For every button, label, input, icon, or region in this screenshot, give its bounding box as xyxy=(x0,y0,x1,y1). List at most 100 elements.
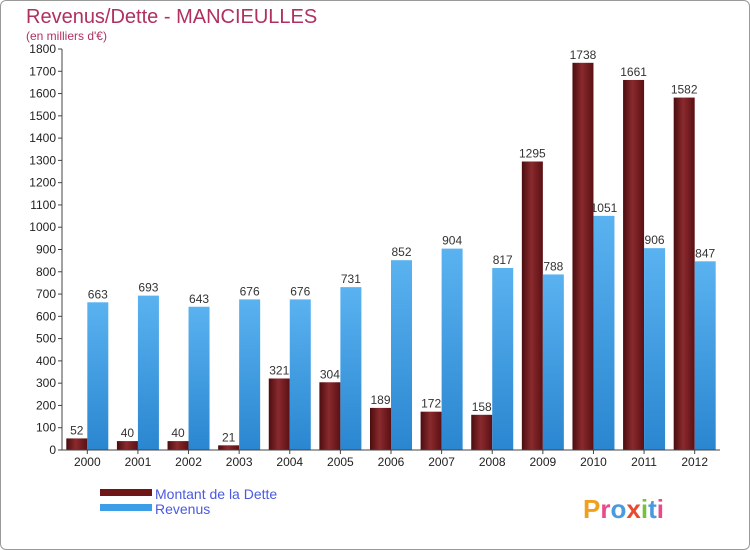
y-tick-label: 700 xyxy=(36,287,56,301)
bar-revenus xyxy=(239,299,261,450)
y-tick-label: 900 xyxy=(36,243,56,257)
y-tick-label: 600 xyxy=(36,309,56,323)
x-tick-label: 2000 xyxy=(74,455,101,469)
y-tick-label: 1400 xyxy=(29,131,56,145)
bar-dette xyxy=(420,411,442,450)
logo-letter: P xyxy=(583,494,600,524)
data-label: 676 xyxy=(240,284,260,298)
data-label: 904 xyxy=(442,234,462,248)
x-tick-label: 2006 xyxy=(378,455,405,469)
data-label: 663 xyxy=(88,287,108,301)
y-tick-label: 500 xyxy=(36,332,56,346)
data-label: 1051 xyxy=(591,201,618,215)
data-label: 321 xyxy=(269,363,289,377)
x-tick-label: 2003 xyxy=(226,455,253,469)
bars: 52 663 40 693 40 643 21 676 321 676 304 731 189 852 17… xyxy=(66,48,716,450)
logo-letter: x xyxy=(626,494,641,524)
bar-dette xyxy=(116,441,138,450)
data-label: 1738 xyxy=(570,48,597,62)
bar-revenus xyxy=(87,302,109,450)
bar-revenus xyxy=(137,295,159,450)
bar-dette xyxy=(673,97,695,450)
data-label: 172 xyxy=(421,397,441,411)
bar-revenus xyxy=(492,267,514,450)
bar-dette xyxy=(370,407,391,450)
chart-subtitle: (en milliers d'€) xyxy=(26,29,107,43)
y-tick-label: 800 xyxy=(36,265,56,279)
data-label: 731 xyxy=(341,272,361,286)
x-axis: 2000 2001 2002 2003 2004 2005 2006 2007 2008 2009… xyxy=(62,449,720,469)
bar-revenus xyxy=(391,260,412,450)
x-tick-label: 2010 xyxy=(580,455,607,469)
y-tick-label: 1300 xyxy=(29,153,56,167)
y-tick-label: 1800 xyxy=(29,42,56,56)
bar-dette xyxy=(471,414,493,450)
logo-letter: o xyxy=(610,494,626,524)
logo-text: Proxiti xyxy=(583,494,664,524)
y-tick-label: 100 xyxy=(36,421,56,435)
data-label: 1661 xyxy=(620,65,647,79)
data-label: 852 xyxy=(391,245,411,259)
bar-revenus xyxy=(644,248,666,450)
bar-dette xyxy=(218,445,240,450)
data-label: 817 xyxy=(493,253,513,267)
bar-dette xyxy=(167,441,189,450)
bar-dette xyxy=(268,378,290,450)
bar-dette xyxy=(623,79,645,450)
bar-revenus xyxy=(593,215,615,450)
x-tick-label: 2012 xyxy=(681,455,708,469)
logo-letter: r xyxy=(600,494,610,524)
y-tick-label: 1500 xyxy=(29,109,56,123)
x-tick-label: 2009 xyxy=(529,455,556,469)
data-label: 189 xyxy=(370,393,390,407)
bar-dette xyxy=(319,382,341,450)
data-label: 21 xyxy=(222,430,236,444)
x-tick-label: 2002 xyxy=(175,455,202,469)
legend-swatch-revenus xyxy=(100,504,152,511)
chart-title: Revenus/Dette - MANCIEULLES xyxy=(26,6,317,28)
y-tick-label: 200 xyxy=(36,398,56,412)
x-tick-label: 2005 xyxy=(327,455,354,469)
data-label: 847 xyxy=(695,246,715,260)
x-tick-label: 2007 xyxy=(428,455,455,469)
data-label: 40 xyxy=(171,426,185,440)
data-label: 304 xyxy=(320,367,340,381)
x-tick-label: 2004 xyxy=(276,455,303,469)
data-label: 52 xyxy=(70,423,84,437)
y-tick-label: 1200 xyxy=(29,176,56,190)
logo-letter: i xyxy=(657,494,664,524)
x-tick-label: 2001 xyxy=(125,455,152,469)
x-tick-label: 2011 xyxy=(631,455,657,469)
x-tick-label: 2008 xyxy=(479,455,506,469)
bar-dette xyxy=(521,161,543,450)
y-tick-label: 300 xyxy=(36,376,56,390)
data-label: 906 xyxy=(645,233,665,247)
y-axis: 0 100 200 300 400 500 600 700 800 900 1000 1100 1200… xyxy=(29,42,63,457)
data-label: 643 xyxy=(189,292,209,306)
bar-revenus xyxy=(340,287,362,450)
bar-revenus xyxy=(188,306,210,450)
bar-revenus xyxy=(441,248,463,450)
data-label: 158 xyxy=(472,400,492,414)
bar-dette xyxy=(572,62,594,450)
y-tick-label: 1100 xyxy=(30,198,56,212)
proxiti-logo: Proxiti xyxy=(583,494,664,524)
data-label: 1295 xyxy=(519,147,546,161)
data-label: 1582 xyxy=(671,83,698,97)
bar-revenus xyxy=(694,261,716,450)
y-tick-label: 1000 xyxy=(29,220,56,234)
data-label: 40 xyxy=(121,426,135,440)
bar-dette xyxy=(66,438,88,450)
bar-revenus xyxy=(289,299,311,450)
data-label: 788 xyxy=(543,259,563,273)
y-tick-label: 0 xyxy=(49,443,56,457)
y-tick-label: 1600 xyxy=(29,87,56,101)
logo-letter: t xyxy=(648,494,657,524)
y-tick-label: 1700 xyxy=(29,64,56,78)
legend: Montant de la Dette Revenus xyxy=(100,486,277,517)
y-tick-label: 400 xyxy=(36,354,56,368)
logo-letter: i xyxy=(641,494,648,524)
data-label: 693 xyxy=(138,281,158,295)
data-label: 676 xyxy=(290,284,310,298)
legend-label-revenus: Revenus xyxy=(155,501,210,517)
